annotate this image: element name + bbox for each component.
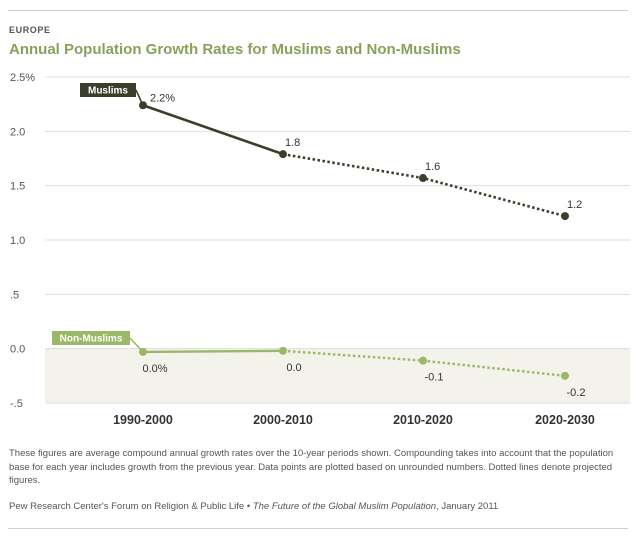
bottom-rule — [8, 528, 628, 529]
source-line: Pew Research Center's Forum on Religion … — [9, 501, 627, 512]
y-tick-label: .5 — [10, 289, 19, 301]
y-tick-label: 2.0 — [10, 126, 25, 138]
top-rule — [8, 10, 628, 11]
series-tag — [80, 83, 136, 97]
data-label: 0.0 — [286, 362, 301, 374]
y-tick-label: -.5 — [10, 398, 23, 410]
y-tick-label: 1.0 — [10, 235, 25, 247]
data-point — [279, 346, 287, 355]
series-tag-label: Non-Muslims — [60, 334, 123, 345]
line-chart: -.5 0.0 .5 1.0 1.5 2.0 2.5% 1990-2000 2000-2010 2… — [10, 72, 630, 427]
negative-band — [45, 348, 630, 403]
data-label: -0.2 — [567, 387, 586, 399]
y-tick-label: 0.0 — [10, 344, 25, 356]
data-label: 0.0% — [142, 363, 167, 375]
chart-note: These figures are average compound annua… — [9, 448, 614, 486]
series-tag-pointer — [135, 89, 144, 106]
data-label: 1.2 — [567, 199, 582, 211]
data-point — [561, 371, 569, 380]
source-suffix: , January 2011 — [436, 501, 499, 512]
x-tick-label: 2000-2010 — [253, 413, 313, 427]
region-label: EUROPE — [9, 25, 51, 35]
data-point — [561, 212, 569, 221]
data-label: 1.8 — [285, 137, 300, 149]
y-tick-label: 1.5 — [10, 181, 25, 193]
x-tick-label: 1990-2000 — [113, 413, 173, 427]
source-publication: The Future of the Global Muslim Populati… — [252, 501, 437, 512]
y-tick-label: 2.5% — [10, 72, 35, 84]
series-line-actual — [142, 104, 284, 156]
series-line-projected — [282, 152, 566, 218]
series-tag — [52, 331, 130, 345]
data-label: 2.2% — [150, 92, 175, 104]
x-tick-label: 2020-2030 — [535, 413, 595, 427]
data-label: 1.6 — [425, 161, 440, 173]
series-tag-label: Muslims — [88, 86, 128, 97]
chart-title: Annual Population Growth Rates for Musli… — [9, 41, 461, 58]
data-point — [419, 174, 427, 183]
data-point — [279, 150, 287, 159]
data-point — [419, 356, 427, 365]
series-line-actual — [142, 349, 284, 354]
data-label: -0.1 — [425, 372, 444, 384]
series-tag-pointer — [129, 337, 144, 353]
x-tick-label: 2010-2020 — [393, 413, 453, 427]
source-prefix: Pew Research Center's Forum on Religion … — [9, 501, 253, 512]
